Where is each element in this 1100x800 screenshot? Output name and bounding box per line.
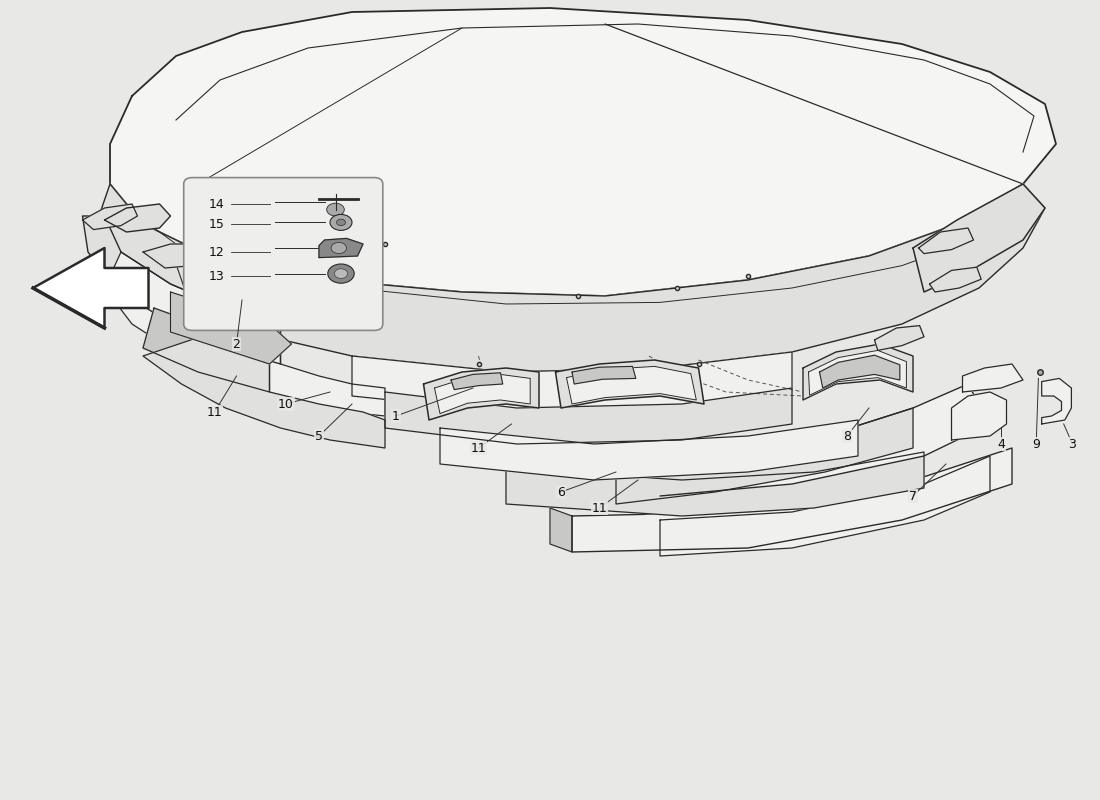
Text: 2: 2 xyxy=(232,338,241,350)
Polygon shape xyxy=(820,355,900,388)
Circle shape xyxy=(327,203,344,216)
Polygon shape xyxy=(913,184,1045,292)
Polygon shape xyxy=(1042,378,1071,424)
Polygon shape xyxy=(82,204,138,230)
Text: 14: 14 xyxy=(209,198,224,210)
Circle shape xyxy=(331,242,346,254)
Polygon shape xyxy=(176,264,292,328)
Text: 4: 4 xyxy=(997,438,1005,450)
Polygon shape xyxy=(550,508,572,552)
Text: 9: 9 xyxy=(1032,438,1041,450)
Circle shape xyxy=(337,219,345,226)
Polygon shape xyxy=(566,366,696,404)
FancyBboxPatch shape xyxy=(184,178,383,330)
Polygon shape xyxy=(803,344,913,400)
Polygon shape xyxy=(143,244,209,268)
Text: 15: 15 xyxy=(209,218,224,230)
Polygon shape xyxy=(170,292,292,364)
Text: 12: 12 xyxy=(209,246,224,258)
Text: 3: 3 xyxy=(1068,438,1077,450)
Polygon shape xyxy=(440,420,858,480)
Polygon shape xyxy=(99,184,1045,372)
Polygon shape xyxy=(143,332,385,448)
Text: 13: 13 xyxy=(209,270,224,282)
Text: 7: 7 xyxy=(909,490,917,502)
Polygon shape xyxy=(952,392,1006,440)
Polygon shape xyxy=(962,364,1023,392)
Polygon shape xyxy=(556,360,704,408)
Polygon shape xyxy=(104,252,385,416)
Circle shape xyxy=(328,264,354,283)
Text: 6: 6 xyxy=(557,486,565,498)
Polygon shape xyxy=(616,408,913,504)
Circle shape xyxy=(334,269,348,278)
Polygon shape xyxy=(82,216,280,364)
Text: 1: 1 xyxy=(392,410,400,422)
Polygon shape xyxy=(319,238,363,258)
Polygon shape xyxy=(616,384,990,496)
Polygon shape xyxy=(930,267,981,292)
Text: 11: 11 xyxy=(471,442,486,454)
Polygon shape xyxy=(572,448,1012,552)
Polygon shape xyxy=(104,204,170,232)
Polygon shape xyxy=(385,388,792,444)
Text: 11: 11 xyxy=(592,502,607,514)
Polygon shape xyxy=(572,366,636,384)
Text: 10: 10 xyxy=(278,398,294,410)
Polygon shape xyxy=(110,8,1056,296)
Text: 11: 11 xyxy=(207,406,222,418)
Polygon shape xyxy=(451,373,503,390)
Polygon shape xyxy=(660,456,990,556)
Polygon shape xyxy=(143,308,270,392)
Text: 8: 8 xyxy=(843,430,851,442)
Polygon shape xyxy=(352,352,792,412)
Polygon shape xyxy=(808,350,906,395)
Polygon shape xyxy=(918,228,974,254)
Polygon shape xyxy=(33,248,148,328)
Circle shape xyxy=(330,214,352,230)
Text: 5: 5 xyxy=(315,430,323,442)
Polygon shape xyxy=(874,326,924,350)
Polygon shape xyxy=(506,452,924,516)
Polygon shape xyxy=(424,368,539,420)
Polygon shape xyxy=(434,374,530,414)
